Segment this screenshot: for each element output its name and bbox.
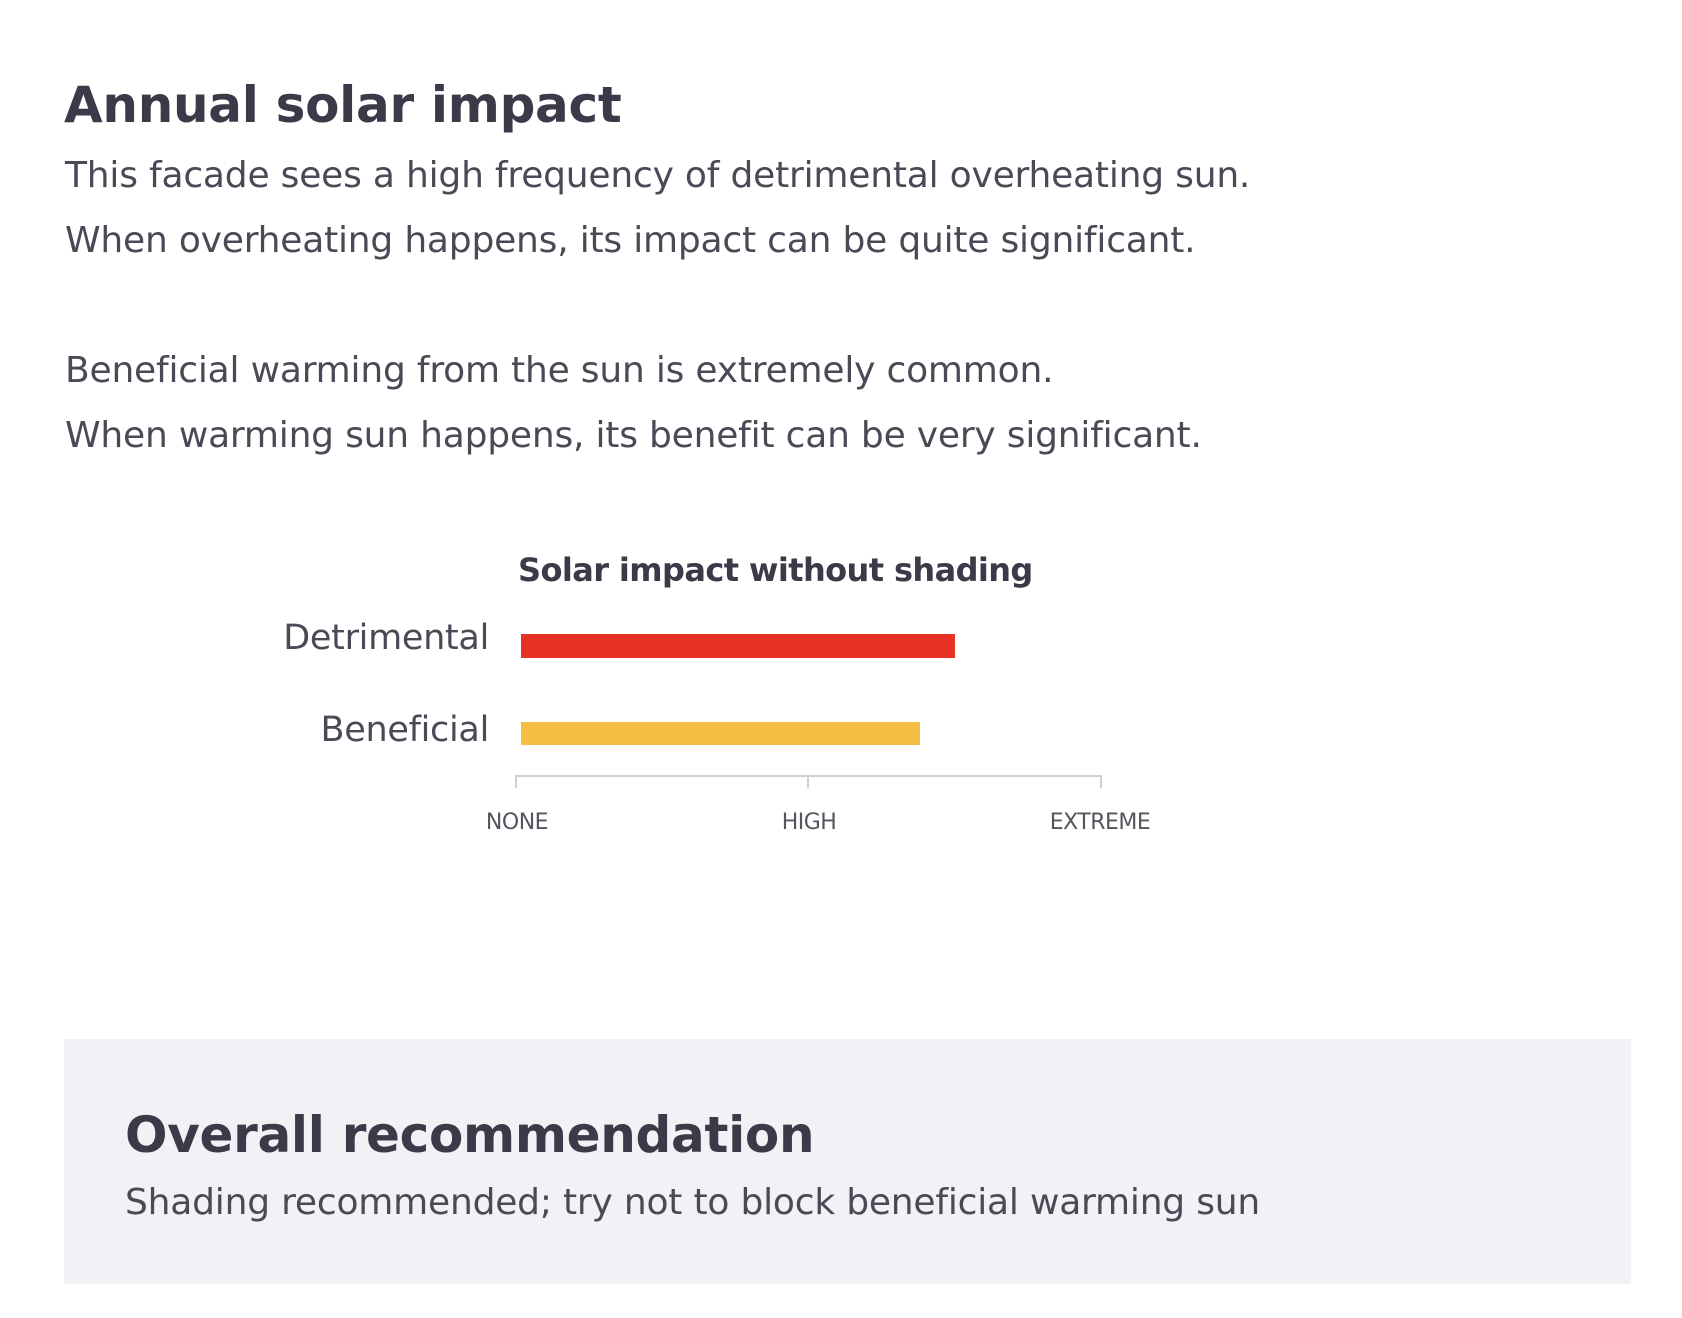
category-label-detrimental: Detrimental <box>283 618 489 658</box>
x-axis-tick <box>1100 775 1102 788</box>
x-axis-tick <box>807 775 809 788</box>
overheating-paragraph: This facade sees a high frequency of det… <box>65 143 1250 273</box>
x-tick-label-extreme: EXTREME <box>1049 810 1151 835</box>
bar-detrimental <box>521 634 955 658</box>
bar-beneficial <box>521 722 920 745</box>
paragraph-line: When warming sun happens, its benefit ca… <box>65 415 1202 456</box>
x-axis-tick <box>515 775 517 788</box>
chart-title: Solar impact without shading <box>518 551 1033 589</box>
paragraph-line: When overheating happens, its impact can… <box>65 220 1196 261</box>
category-label-beneficial: Beneficial <box>320 710 490 750</box>
section-title: Annual solar impact <box>64 75 622 134</box>
x-tick-label-none: NONE <box>485 810 549 835</box>
paragraph-line: This facade sees a high frequency of det… <box>65 155 1251 196</box>
warming-paragraph: Beneficial warming from the sun is extre… <box>65 338 1202 468</box>
recommendation-title: Overall recommendation <box>125 1106 815 1164</box>
x-tick-label-high: HIGH <box>781 810 837 835</box>
paragraph-line: Beneficial warming from the sun is extre… <box>65 350 1054 391</box>
recommendation-text: Shading recommended; try not to block be… <box>125 1182 1260 1223</box>
recommendation-panel: Overall recommendation Shading recommend… <box>64 1039 1631 1284</box>
